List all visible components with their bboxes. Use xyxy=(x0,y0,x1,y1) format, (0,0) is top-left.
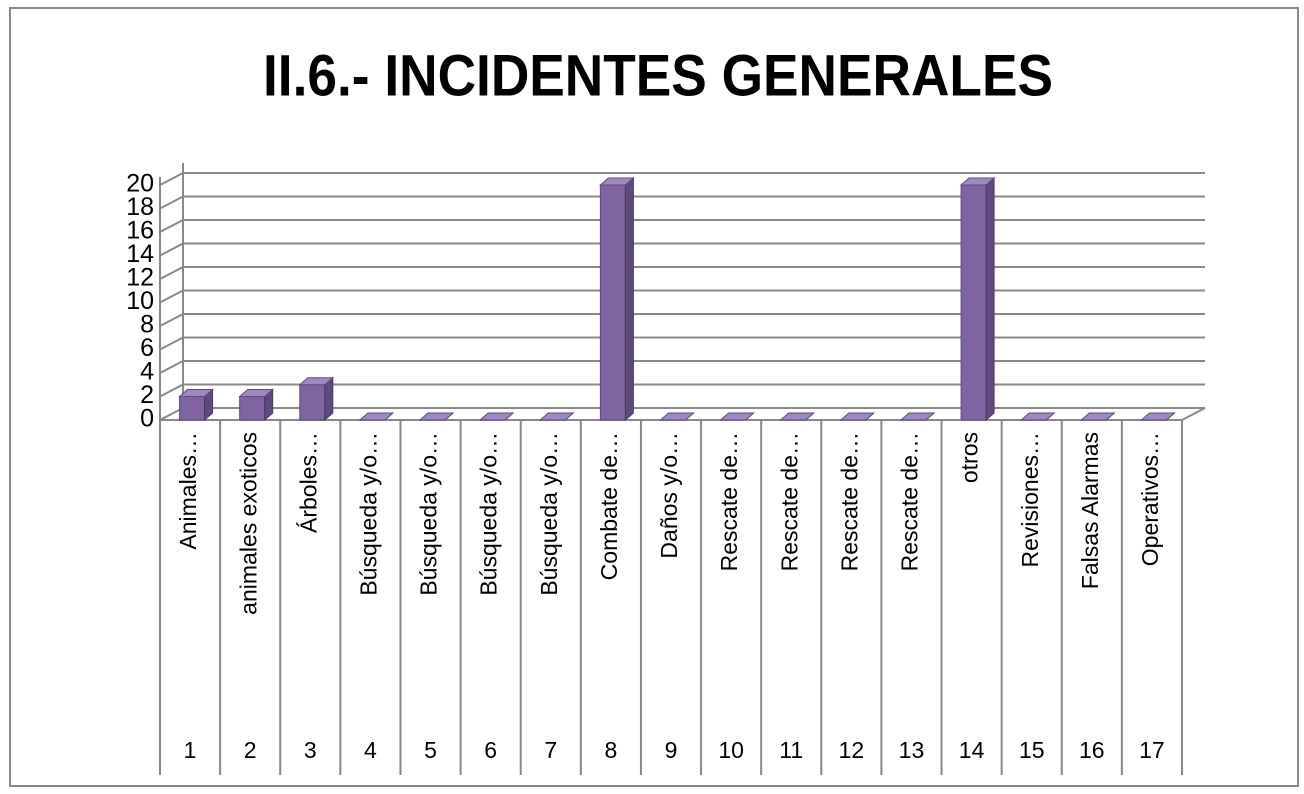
bar-top xyxy=(719,412,755,421)
x-tick-label: Rescate de… xyxy=(716,432,742,571)
x-tick-label: Rescate de… xyxy=(836,432,862,571)
y-tick-label: 8 xyxy=(140,311,154,339)
x-group-label: 11 xyxy=(779,737,803,763)
x-tick-label: animales exoticos xyxy=(235,432,261,615)
grid-line xyxy=(159,336,1205,351)
grid-line xyxy=(159,383,1205,398)
x-tick-label: Daños y/o… xyxy=(656,432,682,559)
x-tick-label: Búsqueda y/o… xyxy=(476,432,502,596)
bar-top xyxy=(178,389,214,397)
y-tick-label: 0 xyxy=(140,405,154,433)
bar-front xyxy=(599,184,626,421)
chart-border xyxy=(9,7,1299,787)
x-group-label: 15 xyxy=(1019,737,1045,763)
y-tick-label: 2 xyxy=(140,381,154,409)
x-group-label: 17 xyxy=(1139,737,1165,763)
grid-line xyxy=(159,266,1205,280)
x-group-label: 4 xyxy=(364,737,377,763)
bar-front xyxy=(179,396,206,421)
x-tick-label: Combate de… xyxy=(596,432,622,580)
bar-side xyxy=(985,176,995,422)
x-group-label: 10 xyxy=(718,737,744,763)
x-tick-label: Revisiones… xyxy=(1017,432,1043,568)
grid-line xyxy=(159,313,1205,327)
y-tick-label: 6 xyxy=(140,334,154,362)
bar-top xyxy=(959,177,996,186)
y-tick-label: 18 xyxy=(126,193,154,221)
x-tick-label: Árboles… xyxy=(295,432,321,533)
bar-front xyxy=(960,184,987,421)
x-group-label: 8 xyxy=(604,737,617,763)
bar-top xyxy=(899,412,936,421)
grid-line xyxy=(159,242,1205,257)
x-group-label: 13 xyxy=(899,737,925,763)
x-group-label: 16 xyxy=(1079,737,1105,763)
x-tick-label: otros xyxy=(957,432,983,483)
x-tick-label: Operativos… xyxy=(1137,432,1163,566)
x-tick-label: Búsqueda y/o… xyxy=(416,432,442,596)
bar-top xyxy=(238,389,275,397)
x-tick-label: Rescate de… xyxy=(776,432,802,571)
y-tick-label: 20 xyxy=(126,170,154,198)
y-tick-label: 10 xyxy=(126,287,154,315)
x-group-label: 12 xyxy=(839,737,865,763)
x-tick-label: Búsqueda y/o… xyxy=(355,432,381,596)
grid-line xyxy=(159,219,1205,233)
y-tick-label: 12 xyxy=(126,264,154,292)
bar-top xyxy=(839,412,876,421)
bar-top xyxy=(538,412,575,421)
grid-line xyxy=(159,195,1205,210)
x-group-label: 3 xyxy=(304,737,317,763)
x-group-label: 7 xyxy=(544,737,557,763)
x-group-label: 6 xyxy=(484,737,497,763)
bar-side xyxy=(624,176,634,422)
grid-line xyxy=(159,172,1205,186)
grid-line xyxy=(159,289,1205,304)
bar-top xyxy=(1140,412,1176,421)
y-tick-label: 14 xyxy=(126,240,154,268)
bar-top xyxy=(1019,412,1056,421)
x-tick-label: Búsqueda y/o… xyxy=(536,432,562,596)
bar-top xyxy=(659,412,695,421)
x-group-label: 2 xyxy=(244,737,257,763)
bar-top xyxy=(1079,412,1116,421)
bar-top xyxy=(599,177,635,186)
bar-top xyxy=(779,412,816,421)
y-tick-label: 16 xyxy=(126,217,154,245)
x-group-label: 14 xyxy=(959,737,985,763)
bar-top xyxy=(418,412,455,421)
x-tick-label: Falsas Alarmas xyxy=(1077,432,1103,589)
bar-top xyxy=(358,412,395,421)
bar-front xyxy=(239,396,266,421)
x-group-label: 1 xyxy=(184,737,197,763)
bar-front xyxy=(299,384,326,421)
x-tick-label: Rescate de… xyxy=(897,432,923,571)
x-group-label: 9 xyxy=(665,737,678,763)
chart-title: II.6.- INCIDENTES GENERALES xyxy=(263,43,1053,108)
bar-top xyxy=(478,412,515,421)
y-tick-label: 4 xyxy=(140,358,154,386)
bar-top xyxy=(298,377,335,386)
grid-line xyxy=(159,360,1205,374)
x-group-label: 5 xyxy=(424,737,437,763)
axis-line xyxy=(1181,407,1206,421)
x-tick-label: Animales… xyxy=(175,432,201,550)
